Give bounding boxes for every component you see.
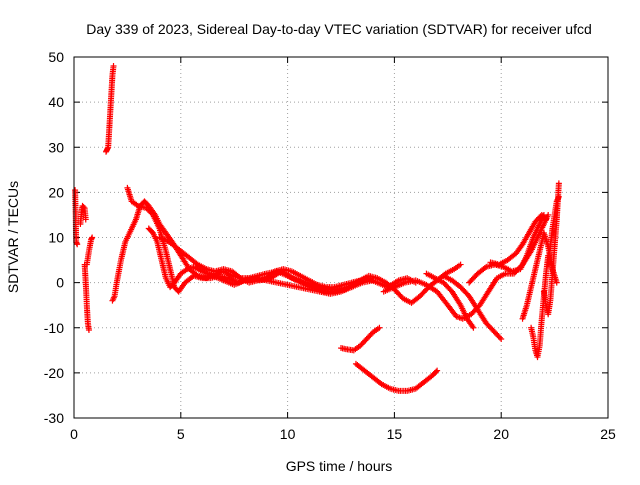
series-arc-early-2: [77, 202, 89, 227]
x-tick-label: 0: [70, 426, 78, 442]
data-point: [110, 63, 117, 70]
data-point: [85, 327, 92, 334]
data-point: [82, 216, 89, 223]
y-tick-label: 40: [48, 94, 64, 110]
data-point: [148, 210, 155, 217]
series-arc-early-1: [72, 187, 81, 248]
data-layer: [72, 63, 562, 394]
data-point: [498, 336, 505, 343]
x-tick-label: 10: [280, 426, 296, 442]
data-point: [470, 324, 477, 331]
tick-layer: 0 5 10 15 20 25 -30 -20 -10 0 10 20 30 40 50: [44, 49, 616, 442]
x-tick-label: 20: [493, 426, 509, 442]
chart-title: Day 339 of 2023, Sidereal Day-to-day VTE…: [86, 21, 592, 37]
data-point: [555, 180, 562, 187]
y-tick-label: 20: [48, 184, 64, 200]
x-tick-label: 15: [387, 426, 403, 442]
y-tick-label: 50: [48, 49, 64, 65]
y-tick-label: 30: [48, 139, 64, 155]
data-point: [555, 193, 562, 200]
series-arc-i: [440, 272, 505, 343]
x-axis-label: GPS time / hours: [286, 458, 393, 474]
data-point: [434, 367, 441, 374]
data-point: [376, 324, 383, 331]
y-axis-label: SDTVAR / TECUs: [5, 181, 21, 293]
series-arc-f: [352, 360, 441, 394]
x-tick-label: 25: [600, 426, 616, 442]
data-point: [89, 234, 96, 241]
y-tick-label: -10: [44, 320, 64, 336]
data-point: [553, 279, 560, 286]
series-arc-high: [103, 63, 117, 155]
series-arc-o: [545, 193, 562, 268]
data-point: [80, 204, 87, 211]
y-tick-label: 10: [48, 230, 64, 246]
data-point: [433, 368, 440, 375]
data-point: [541, 215, 548, 222]
data-point: [74, 241, 81, 248]
series-arc-e: [338, 324, 383, 354]
series-arc-k: [487, 211, 550, 268]
series-arc-d: [156, 234, 464, 306]
data-point: [457, 261, 464, 268]
plot-frame: [73, 56, 609, 419]
series-arc-early-3: [81, 261, 92, 334]
series-arc-early-4: [83, 234, 96, 268]
data-point: [496, 334, 503, 341]
y-tick-label: -20: [44, 365, 64, 381]
data-point: [543, 216, 550, 223]
y-tick-label: 0: [56, 275, 64, 291]
x-tick-label: 5: [177, 426, 185, 442]
y-tick-label: -30: [44, 410, 64, 426]
series-arc-n: [540, 180, 562, 318]
